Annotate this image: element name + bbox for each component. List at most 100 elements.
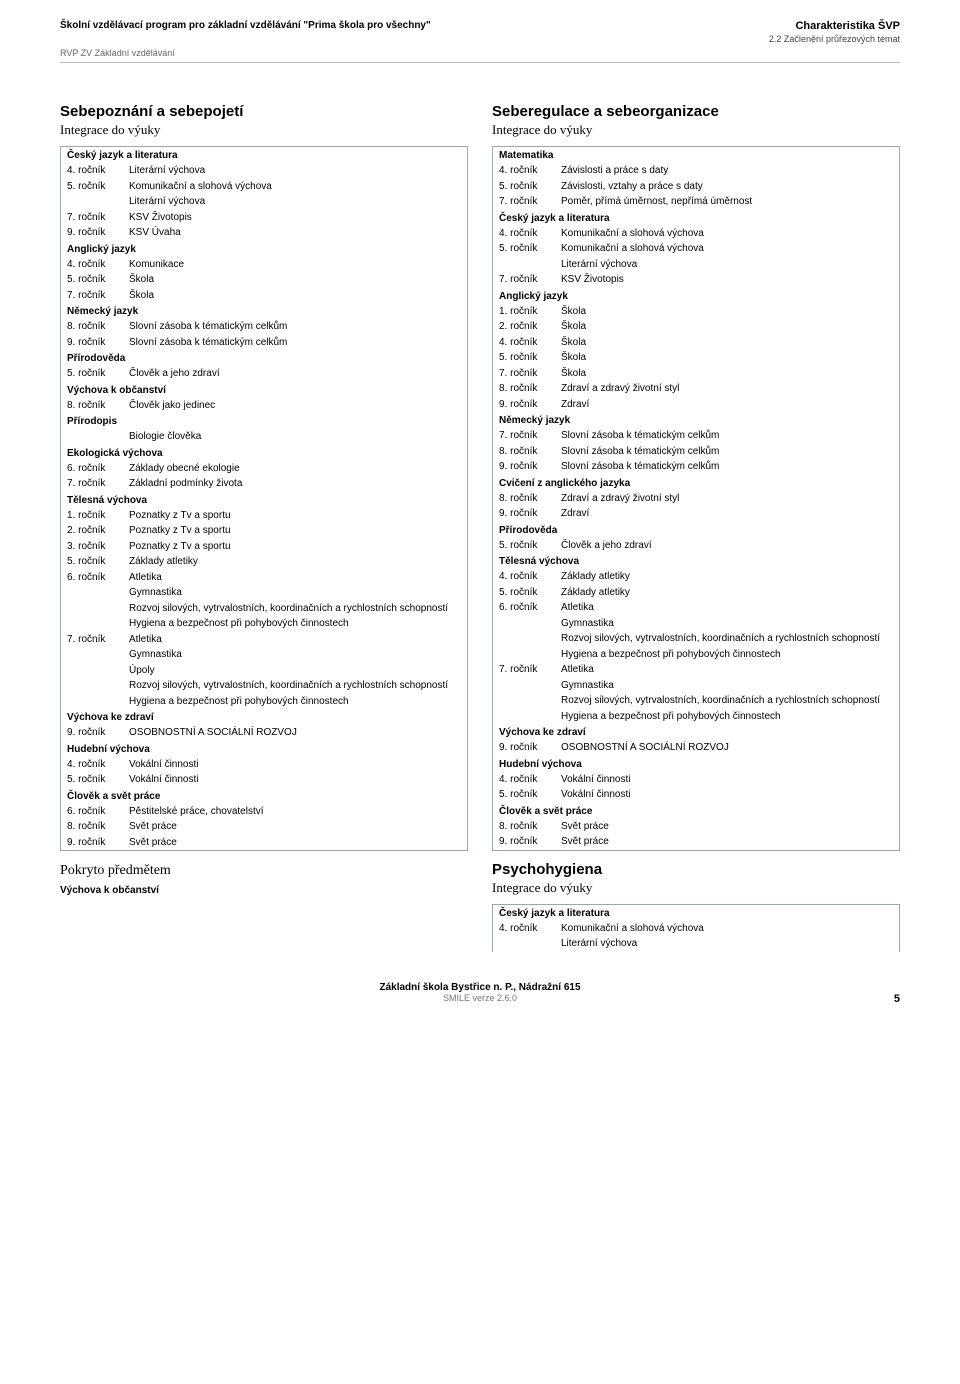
table-row: Literární výchova — [61, 194, 467, 210]
block-vz: Výchova ke zdraví9. ročníkOSOBNOSTNÍ A S… — [492, 724, 900, 756]
table-row: 9. ročníkOSOBNOSTNÍ A SOCIÁLNÍ ROZVOJ — [493, 740, 899, 756]
block-head: Ekologická výchova — [61, 445, 467, 461]
table-row: Rozvoj silových, vytrvalostních, koordin… — [61, 678, 467, 694]
table-row: 7. ročníkAtletika — [493, 662, 899, 678]
block-eko: Ekologická výchova6. ročníkZáklady obecn… — [60, 445, 468, 492]
footer: Základní škola Bystřice n. P., Nádražní … — [60, 982, 900, 1007]
row-grade: 4. ročník — [499, 164, 561, 178]
row-topic: Literární výchova — [129, 195, 461, 209]
table-row: 1. ročníkPoznatky z Tv a sportu — [61, 508, 467, 524]
table-row: 5. ročníkVokální činnosti — [61, 772, 467, 788]
row-grade: 7. ročník — [499, 273, 561, 287]
table-row: 5. ročníkVokální činnosti — [493, 787, 899, 803]
row-grade: 4. ročník — [67, 164, 129, 178]
table-row: 4. ročníkVokální činnosti — [61, 757, 467, 773]
row-topic: OSOBNOSTNÍ A SOCIÁLNÍ ROZVOJ — [129, 726, 461, 740]
left-blocks: Český jazyk a literatura4. ročníkLiterár… — [60, 146, 468, 851]
row-grade — [67, 195, 129, 209]
row-grade — [67, 695, 129, 709]
row-topic: Gymnastika — [561, 679, 893, 693]
columns: Sebepoznání a sebepojetí Integrace do vý… — [60, 93, 900, 952]
section-title-2: Psychohygiena — [492, 861, 900, 878]
section-title: Sebepoznání a sebepojetí — [60, 103, 468, 120]
left-column: Sebepoznání a sebepojetí Integrace do vý… — [60, 93, 468, 952]
row-grade: 9. ročník — [499, 507, 561, 521]
table-row: 7. ročníkPoměr, přímá úměrnost, nepřímá … — [493, 194, 899, 210]
block-head: Výchova k občanství — [61, 382, 467, 398]
row-topic: Atletika — [129, 633, 461, 647]
block-head: Člověk a svět práce — [61, 788, 467, 804]
table-row: 9. ročníkSlovní zásoba k tématickým celk… — [61, 335, 467, 351]
table-row: 2. ročníkPoznatky z Tv a sportu — [61, 523, 467, 539]
table-row: Hygiena a bezpečnost při pohybových činn… — [61, 616, 467, 632]
table-row: 9. ročníkSvět práce — [493, 834, 899, 850]
block-aj: Anglický jazyk4. ročníkKomunikace5. ročn… — [60, 241, 468, 304]
block-head: Člověk a svět práce — [493, 803, 899, 819]
block-csp: Člověk a svět práce8. ročníkSvět práce9.… — [492, 803, 900, 850]
row-grade: 4. ročník — [499, 227, 561, 241]
block-head: Anglický jazyk — [493, 288, 899, 304]
table-row: 4. ročníkLiterární výchova — [61, 163, 467, 179]
row-topic: Poznatky z Tv a sportu — [129, 540, 461, 554]
row-grade: 8. ročník — [67, 399, 129, 413]
block-prir: Přírodověda5. ročníkČlověk a jeho zdraví — [60, 350, 468, 382]
row-topic: Člověk a jeho zdraví — [561, 539, 893, 553]
table-row: 5. ročníkZáklady atletiky — [493, 585, 899, 601]
row-grade — [67, 602, 129, 616]
row-topic: Slovní zásoba k tématickým celkům — [561, 429, 893, 443]
table-row: 7. ročníkKSV Životopis — [61, 210, 467, 226]
table-row: 4. ročníkŠkola — [493, 335, 899, 351]
row-topic: Škola — [561, 320, 893, 334]
row-topic: Zdraví — [561, 507, 893, 521]
row-grade: 5. ročník — [67, 273, 129, 287]
header: Školní vzdělávací program pro základní v… — [60, 20, 900, 44]
section-sub-2: Integrace do výuky — [492, 880, 900, 896]
row-topic: Poznatky z Tv a sportu — [129, 509, 461, 523]
table-row: Hygiena a bezpečnost při pohybových činn… — [493, 647, 899, 663]
row-grade: 4. ročník — [499, 336, 561, 350]
row-topic: Svět práce — [561, 835, 893, 849]
row-grade: 5. ročník — [67, 180, 129, 194]
table-row: 9. ročníkOSOBNOSTNÍ A SOCIÁLNÍ ROZVOJ — [61, 725, 467, 741]
table-row: 4. ročníkZáklady atletiky — [493, 569, 899, 585]
block-cvaj: Cvičení z anglického jazyka8. ročníkZdra… — [492, 475, 900, 522]
header-right-title: Charakteristika ŠVP — [769, 20, 900, 32]
right-blocks-1: Matematika4. ročníkZávislosti a práce s … — [492, 146, 900, 851]
row-grade: 9. ročník — [67, 336, 129, 350]
row-grade: 7. ročník — [499, 367, 561, 381]
row-topic: Člověk a jeho zdraví — [129, 367, 461, 381]
row-topic: Komunikační a slohová výchova — [561, 922, 893, 936]
row-grade — [499, 258, 561, 272]
block-tv: Tělesná výchova4. ročníkZáklady atletiky… — [492, 553, 900, 724]
row-topic: Hygiena a bezpečnost při pohybových činn… — [129, 617, 461, 631]
row-grade: 9. ročník — [499, 460, 561, 474]
table-row: 5. ročníkKomunikační a slohová výchova — [493, 241, 899, 257]
row-topic: Slovní zásoba k tématickým celkům — [561, 460, 893, 474]
row-grade: 9. ročník — [67, 726, 129, 740]
row-grade — [67, 679, 129, 693]
table-row: 8. ročníkSvět práce — [493, 819, 899, 835]
block-cjl: Český jazyk a literatura4. ročníkKomunik… — [492, 210, 900, 288]
footer-version: SMILE verze 2.6.0 — [443, 993, 517, 1003]
row-topic: Základy atletiky — [561, 570, 893, 584]
table-row: 7. ročníkAtletika — [61, 632, 467, 648]
row-grade: 6. ročník — [67, 571, 129, 585]
row-topic: Hygiena a bezpečnost při pohybových činn… — [129, 695, 461, 709]
table-row: 5. ročníkČlověk a jeho zdraví — [61, 366, 467, 382]
row-grade — [499, 648, 561, 662]
row-grade: 6. ročník — [67, 805, 129, 819]
row-topic: KSV Úvaha — [129, 226, 461, 240]
row-grade — [67, 586, 129, 600]
table-row: 2. ročníkŠkola — [493, 319, 899, 335]
table-row: 9. ročníkSlovní zásoba k tématickým celk… — [493, 459, 899, 475]
row-topic: Atletika — [561, 601, 893, 615]
row-topic: Komunikace — [129, 258, 461, 272]
section-title: Seberegulace a sebeorganizace — [492, 103, 900, 120]
table-row: Hygiena a bezpečnost při pohybových činn… — [61, 694, 467, 710]
table-row: 4. ročníkKomunikační a slohová výchova — [493, 921, 899, 937]
row-grade: 5. ročník — [499, 788, 561, 802]
row-topic: Atletika — [129, 571, 461, 585]
block-head: Český jazyk a literatura — [61, 147, 467, 163]
row-topic: Komunikační a slohová výchova — [561, 242, 893, 256]
row-topic: Hygiena a bezpečnost při pohybových činn… — [561, 648, 893, 662]
